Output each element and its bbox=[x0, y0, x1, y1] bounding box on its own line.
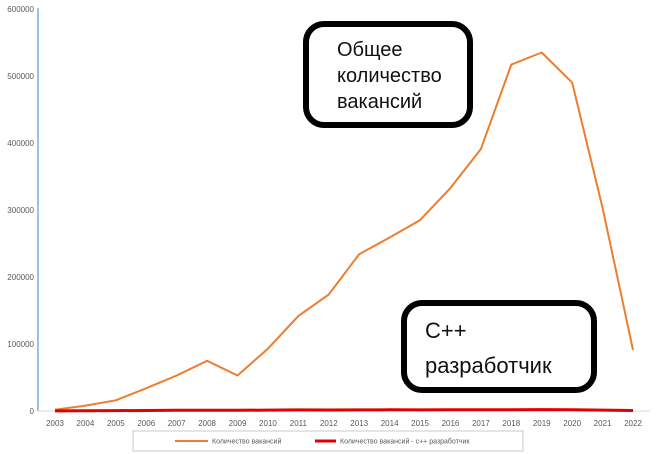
x-tick-label: 2019 bbox=[533, 419, 551, 428]
callout-line: С++ bbox=[425, 318, 467, 343]
y-tick-label: 600000 bbox=[7, 5, 34, 14]
x-tick-label: 2005 bbox=[107, 419, 125, 428]
x-tick-label: 2014 bbox=[381, 419, 399, 428]
x-tick-label: 2007 bbox=[168, 419, 186, 428]
callout-line: Общее bbox=[337, 39, 403, 61]
callout-box bbox=[303, 21, 473, 128]
x-tick-label: 2003 bbox=[46, 419, 64, 428]
y-tick-label: 0 bbox=[30, 407, 35, 416]
series-line-total-vacancies bbox=[54, 51, 634, 411]
x-tick-label: 2022 bbox=[624, 419, 642, 428]
x-tick-label: 2012 bbox=[320, 419, 338, 428]
x-tick-label: 2016 bbox=[442, 419, 460, 428]
legend-label-total: Количество вакансий bbox=[212, 438, 281, 446]
legend-label-cpp: Количество вакансий - с++ разработчик bbox=[340, 438, 470, 446]
callout-line: вакансий bbox=[337, 91, 422, 113]
annotation-total-callout: Общее количество вакансий bbox=[303, 21, 473, 128]
annotation-cpp-callout: С++ разработчик bbox=[401, 300, 597, 393]
x-tick-label: 2017 bbox=[472, 419, 490, 428]
series-lines bbox=[54, 51, 634, 413]
y-tick-labels: 0 100000 200000 300000 400000 500000 600000 bbox=[7, 5, 34, 416]
x-tick-label: 2021 bbox=[594, 419, 612, 428]
x-tick-label: 2020 bbox=[563, 419, 581, 428]
y-tick-label: 100000 bbox=[7, 340, 34, 349]
x-tick-label: 2011 bbox=[290, 419, 308, 428]
callout-line: количество bbox=[337, 65, 442, 87]
y-tick-label: 500000 bbox=[7, 72, 34, 81]
x-tick-label: 2009 bbox=[229, 419, 247, 428]
series-line-cpp-vacancies bbox=[54, 408, 634, 413]
x-tick-label: 2010 bbox=[259, 419, 277, 428]
y-tick-label: 200000 bbox=[7, 273, 34, 282]
x-tick-labels: 2003 2004 2005 2006 2007 2008 2009 2010 2011 2012… bbox=[46, 419, 642, 428]
callout-line: разработчик bbox=[425, 353, 552, 378]
x-tick-label: 2008 bbox=[198, 419, 216, 428]
y-tick-label: 400000 bbox=[7, 139, 34, 148]
y-tick-label: 300000 bbox=[7, 206, 34, 215]
x-tick-label: 2013 bbox=[350, 419, 368, 428]
x-tick-label: 2015 bbox=[411, 419, 429, 428]
callout-box bbox=[401, 300, 597, 393]
x-tick-label: 2018 bbox=[502, 419, 520, 428]
legend: Количество вакансий Количество вакансий … bbox=[132, 430, 524, 452]
x-tick-label: 2004 bbox=[77, 419, 95, 428]
x-tick-label: 2006 bbox=[137, 419, 155, 428]
